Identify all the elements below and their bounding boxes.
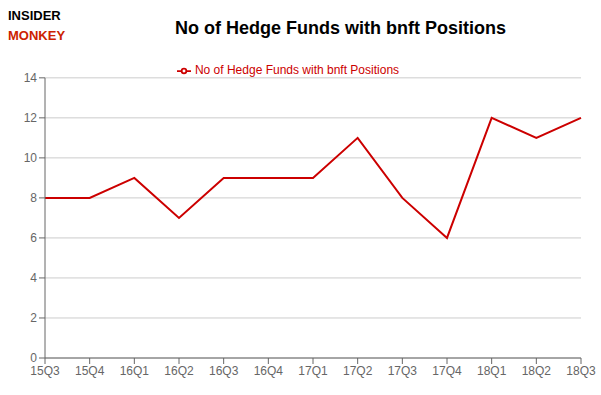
svg-text:17Q2: 17Q2 xyxy=(343,364,373,378)
svg-text:4: 4 xyxy=(30,271,37,285)
svg-text:0: 0 xyxy=(30,351,37,365)
svg-text:2: 2 xyxy=(30,311,37,325)
svg-text:15Q4: 15Q4 xyxy=(75,364,105,378)
svg-text:17Q3: 17Q3 xyxy=(388,364,418,378)
html-text:INSIDER: INSIDER xyxy=(8,8,61,23)
svg-text:16Q1: 16Q1 xyxy=(120,364,150,378)
svg-text:18Q1: 18Q1 xyxy=(477,364,507,378)
svg-text:16Q3: 16Q3 xyxy=(209,364,239,378)
svg-text:16Q4: 16Q4 xyxy=(254,364,284,378)
svg-text:14: 14 xyxy=(24,71,38,85)
svg-text:16Q2: 16Q2 xyxy=(164,364,194,378)
svg-text:12: 12 xyxy=(24,111,38,125)
svg-text:10: 10 xyxy=(24,151,38,165)
svg-text:18Q3: 18Q3 xyxy=(566,364,593,378)
svg-text:15Q3: 15Q3 xyxy=(30,364,60,378)
svg-text:17Q1: 17Q1 xyxy=(298,364,328,378)
svg-text:17Q4: 17Q4 xyxy=(432,364,462,378)
svg-text:6: 6 xyxy=(30,231,37,245)
svg-text:18Q2: 18Q2 xyxy=(522,364,552,378)
html-text:No of Hedge Funds with bnft Po: No of Hedge Funds with bnft Positions xyxy=(194,63,400,77)
html-text:MONKEY: MONKEY xyxy=(8,28,66,43)
svg-text:8: 8 xyxy=(30,191,37,205)
html-text:No of Hedge Funds with bnft Po: No of Hedge Funds with bnft Positions xyxy=(175,18,506,38)
